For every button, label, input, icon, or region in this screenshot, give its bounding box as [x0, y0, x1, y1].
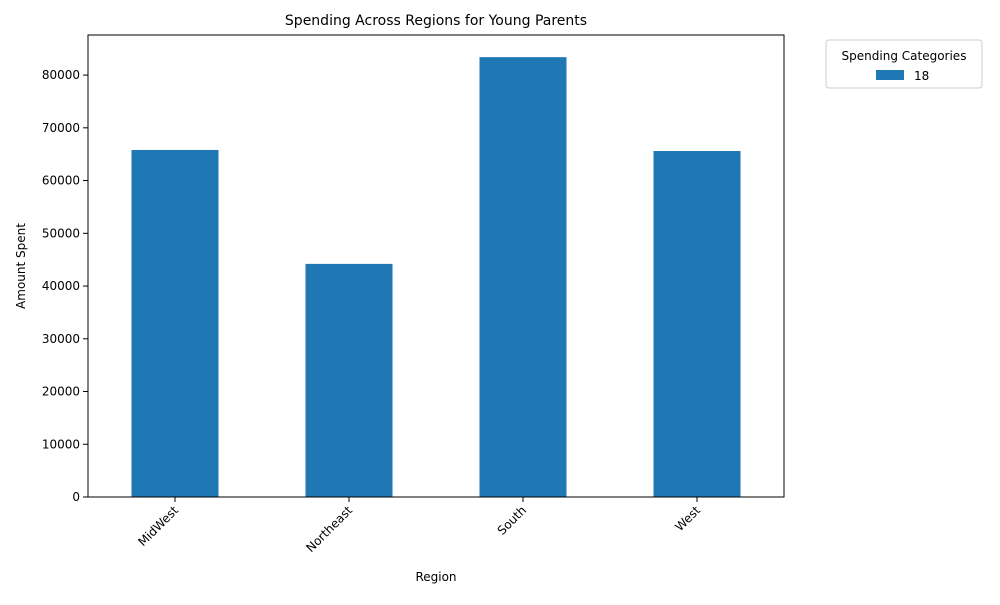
y-tick-label: 0	[72, 490, 80, 504]
legend-swatch	[876, 70, 904, 80]
x-tick-label: Northeast	[303, 503, 355, 555]
legend-entries: 18	[876, 69, 929, 83]
x-axis-label: Region	[415, 570, 456, 584]
y-tick-label: 70000	[42, 121, 80, 135]
legend-label: 18	[914, 69, 929, 83]
chart-title: Spending Across Regions for Young Parent…	[285, 13, 587, 29]
y-tick-label: 40000	[42, 279, 80, 293]
y-tick-label: 60000	[42, 174, 80, 188]
x-tick-label: South	[495, 503, 530, 538]
axes-frame	[87, 34, 785, 498]
y-tick-label: 50000	[42, 226, 80, 240]
x-tick-label: MidWest	[135, 503, 181, 549]
bar-west	[653, 151, 741, 497]
plot-area: 0 10000 20000 30000 40000 50000 60000 70000 8000…	[42, 34, 785, 555]
y-axis-label: Amount Spent	[14, 223, 28, 309]
legend-frame	[825, 39, 983, 89]
y-tick-label: 10000	[42, 437, 80, 451]
y-tick-label: 30000	[42, 332, 80, 346]
x-tick-label: West	[672, 503, 703, 534]
legend-title: Spending Categories	[842, 49, 967, 63]
legend: Spending Categories 18	[825, 39, 983, 89]
bar-northeast	[305, 263, 393, 497]
y-tick-label: 20000	[42, 385, 80, 399]
y-tick-label: 80000	[42, 68, 80, 82]
bar-midwest	[131, 149, 219, 497]
bar-south	[479, 57, 567, 497]
